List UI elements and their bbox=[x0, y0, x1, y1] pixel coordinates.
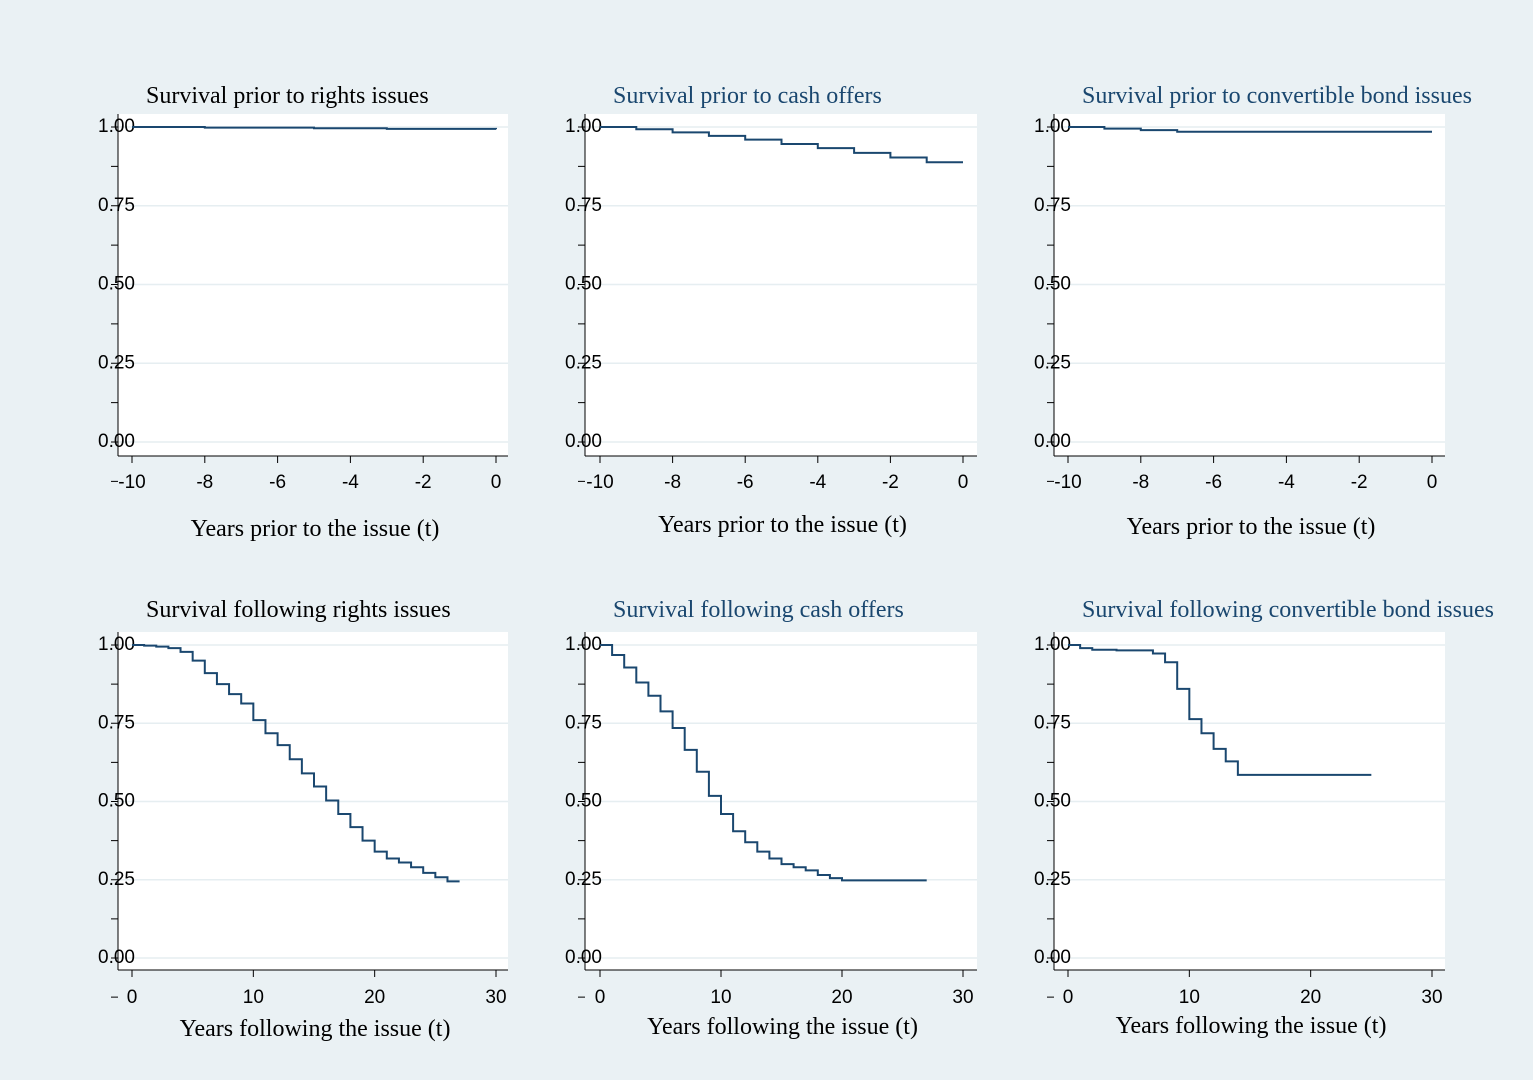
x-axis-label: Years prior to the issue (t) bbox=[191, 516, 440, 542]
x-tick-label: 10 bbox=[1179, 987, 1200, 1008]
y-tick-label: 0.50 bbox=[98, 791, 135, 812]
x-axis-label: Years following the issue (t) bbox=[180, 1016, 451, 1042]
x-tick-label: -8 bbox=[1132, 472, 1149, 493]
y-tick-label: 0.50 bbox=[565, 791, 602, 812]
y-tick-label: 0.25 bbox=[565, 352, 602, 373]
x-axis-label: Years following the issue (t) bbox=[647, 1014, 918, 1040]
chart-panel-2: 0.00 0.25 0.50 0.75 1.00 -10 -8 -6 -4 -2 0 Survival… bbox=[565, 83, 977, 538]
y-tick-label: 0.75 bbox=[1034, 712, 1071, 733]
survival-series-line bbox=[1068, 126, 1432, 133]
chart-panel-1: 0.00 0.25 0.50 0.75 1.00 -10 -8 -6 -4 -2 0 Survival… bbox=[98, 83, 508, 542]
y-tick-label: 1.00 bbox=[565, 116, 602, 137]
x-tick-label: -2 bbox=[1351, 472, 1368, 493]
y-tick-label: 0.25 bbox=[98, 352, 135, 373]
chart-panel-6: 0.00 0.25 0.50 0.75 1.00 0 10 20 30 Survival foll… bbox=[1034, 597, 1494, 1039]
x-tick-label: 20 bbox=[1300, 987, 1321, 1008]
x-tick-label: -6 bbox=[269, 472, 286, 493]
x-axis-label: Years prior to the issue (t) bbox=[658, 512, 907, 538]
chart-panel-3: 0.00 0.25 0.50 0.75 1.00 -10 -8 -6 -4 -2 0 Survival… bbox=[1034, 83, 1472, 540]
y-tick-label: 1.00 bbox=[1034, 116, 1071, 137]
y-tick-label: 0.50 bbox=[565, 274, 602, 295]
x-tick-label: -10 bbox=[1054, 472, 1081, 493]
y-tick-label: 0.00 bbox=[1034, 947, 1071, 968]
x-tick-label: -10 bbox=[586, 472, 613, 493]
y-tick-label: 0.75 bbox=[565, 712, 602, 733]
x-tick-label: -4 bbox=[342, 472, 359, 493]
chart-panel-5: 0.00 0.25 0.50 0.75 1.00 0 10 20 30 Survival foll… bbox=[565, 597, 977, 1040]
x-tick-label: 10 bbox=[710, 987, 731, 1008]
chart-title: Survival prior to convertible bond issue… bbox=[1082, 83, 1472, 109]
x-tick-label: -2 bbox=[415, 472, 432, 493]
chart-title: Survival prior to cash offers bbox=[613, 83, 882, 109]
survival-series-line bbox=[132, 644, 460, 883]
chart-title: Survival prior to rights issues bbox=[146, 83, 429, 109]
x-tick-label: 0 bbox=[595, 987, 606, 1008]
x-tick-label: -4 bbox=[809, 472, 826, 493]
x-tick-label: -2 bbox=[882, 472, 899, 493]
x-tick-label: -6 bbox=[737, 472, 754, 493]
x-tick-label: 0 bbox=[127, 987, 138, 1008]
y-tick-label: 0.75 bbox=[98, 195, 135, 216]
x-tick-label: 10 bbox=[243, 987, 264, 1008]
y-tick-label: 0.75 bbox=[1034, 195, 1071, 216]
y-tick-label: 0.00 bbox=[98, 431, 135, 452]
x-tick-label: 0 bbox=[1427, 472, 1438, 493]
survival-series-line bbox=[600, 126, 963, 164]
y-tick-label: 0.25 bbox=[98, 869, 135, 890]
survival-series-line bbox=[132, 126, 497, 130]
x-tick-label: 30 bbox=[485, 987, 506, 1008]
survival-series-line bbox=[600, 644, 927, 882]
chart-title: Survival following cash offers bbox=[613, 597, 904, 623]
x-tick-label: 0 bbox=[1063, 987, 1074, 1008]
y-tick-label: 0.75 bbox=[565, 195, 602, 216]
y-tick-label: 0.25 bbox=[565, 869, 602, 890]
y-tick-label: 0.00 bbox=[565, 947, 602, 968]
x-tick-label: 30 bbox=[1421, 987, 1442, 1008]
x-tick-label: -4 bbox=[1278, 472, 1295, 493]
chart-title: Survival following rights issues bbox=[146, 597, 451, 623]
y-tick-label: 1.00 bbox=[98, 634, 135, 655]
x-tick-label: -8 bbox=[664, 472, 681, 493]
y-tick-label: 1.00 bbox=[1034, 634, 1071, 655]
y-tick-label: 1.00 bbox=[98, 116, 135, 137]
y-tick-label: 0.00 bbox=[98, 947, 135, 968]
x-tick-label: -8 bbox=[196, 472, 213, 493]
y-tick-label: 1.00 bbox=[565, 634, 602, 655]
x-tick-label: 20 bbox=[831, 987, 852, 1008]
y-tick-label: 0.50 bbox=[1034, 274, 1071, 295]
x-tick-label: 20 bbox=[364, 987, 385, 1008]
x-tick-label: -6 bbox=[1205, 472, 1222, 493]
y-tick-label: 0.75 bbox=[98, 712, 135, 733]
chart-title: Survival following convertible bond issu… bbox=[1082, 597, 1494, 623]
y-tick-label: 0.00 bbox=[1034, 431, 1071, 452]
x-tick-label: 0 bbox=[491, 472, 502, 493]
y-tick-label: 0.50 bbox=[1034, 791, 1071, 812]
y-tick-label: 0.25 bbox=[1034, 869, 1071, 890]
x-axis-label: Years following the issue (t) bbox=[1116, 1013, 1387, 1039]
y-tick-label: 0.00 bbox=[565, 431, 602, 452]
x-tick-label: 0 bbox=[958, 472, 969, 493]
y-tick-label: 0.50 bbox=[98, 274, 135, 295]
x-tick-label: 30 bbox=[952, 987, 973, 1008]
x-axis-label: Years prior to the issue (t) bbox=[1127, 514, 1376, 540]
survival-series-line bbox=[1068, 644, 1372, 776]
x-tick-label: -10 bbox=[118, 472, 145, 493]
chart-panel-4: 0.00 0.25 0.50 0.75 1.00 0 10 20 30 Survival foll… bbox=[98, 597, 508, 1042]
y-tick-label: 0.25 bbox=[1034, 352, 1071, 373]
